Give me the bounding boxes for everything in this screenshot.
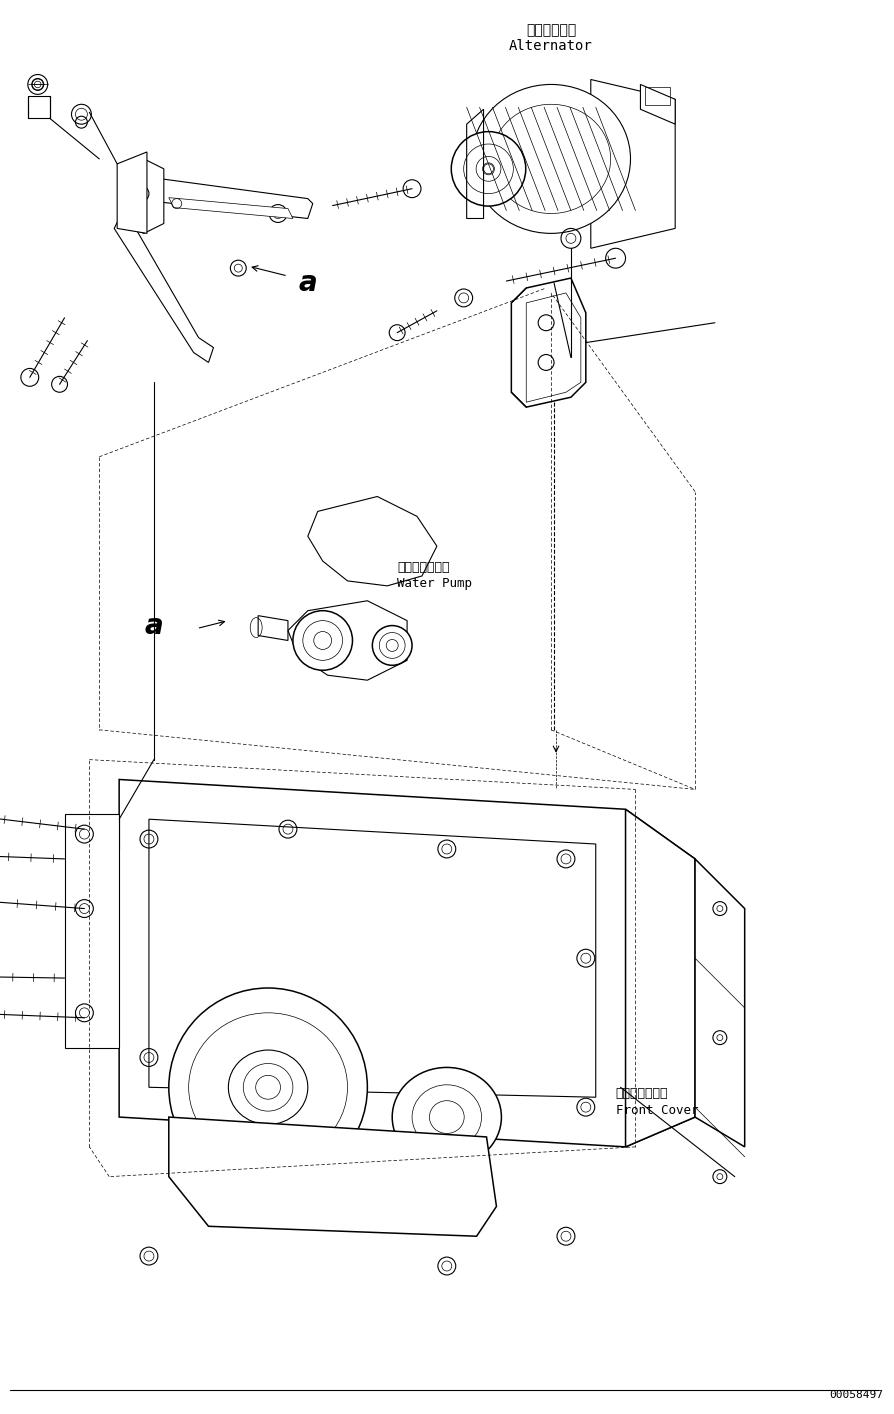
Ellipse shape xyxy=(477,157,501,181)
Polygon shape xyxy=(640,85,675,124)
Ellipse shape xyxy=(372,625,412,666)
Polygon shape xyxy=(119,158,164,233)
Polygon shape xyxy=(149,819,595,1097)
Text: オルタネータ: オルタネータ xyxy=(526,23,577,37)
Polygon shape xyxy=(117,151,147,233)
Polygon shape xyxy=(119,779,695,1147)
Bar xyxy=(28,96,50,119)
Text: a: a xyxy=(145,612,164,639)
Bar xyxy=(645,88,670,105)
Polygon shape xyxy=(626,809,695,1147)
Polygon shape xyxy=(308,496,437,585)
Polygon shape xyxy=(169,1117,496,1236)
Text: 00058497: 00058497 xyxy=(829,1390,883,1400)
Polygon shape xyxy=(695,858,745,1147)
Ellipse shape xyxy=(472,85,630,233)
Ellipse shape xyxy=(492,105,611,214)
Ellipse shape xyxy=(451,132,526,206)
Text: Front Cover: Front Cover xyxy=(616,1104,698,1117)
Text: Water Pump: Water Pump xyxy=(397,577,472,590)
Polygon shape xyxy=(119,174,313,219)
Polygon shape xyxy=(591,79,675,249)
Text: a: a xyxy=(299,269,317,297)
Text: Alternator: Alternator xyxy=(510,38,593,52)
Ellipse shape xyxy=(392,1068,502,1167)
Text: フロントカバー: フロントカバー xyxy=(616,1087,668,1100)
Polygon shape xyxy=(64,814,119,1048)
Polygon shape xyxy=(511,279,586,407)
Polygon shape xyxy=(114,208,214,362)
Polygon shape xyxy=(288,601,407,680)
Ellipse shape xyxy=(483,163,494,175)
Polygon shape xyxy=(169,198,293,219)
Text: ウォータポンプ: ウォータポンプ xyxy=(397,561,450,574)
Ellipse shape xyxy=(293,611,352,670)
Ellipse shape xyxy=(464,144,513,194)
Ellipse shape xyxy=(169,988,367,1186)
